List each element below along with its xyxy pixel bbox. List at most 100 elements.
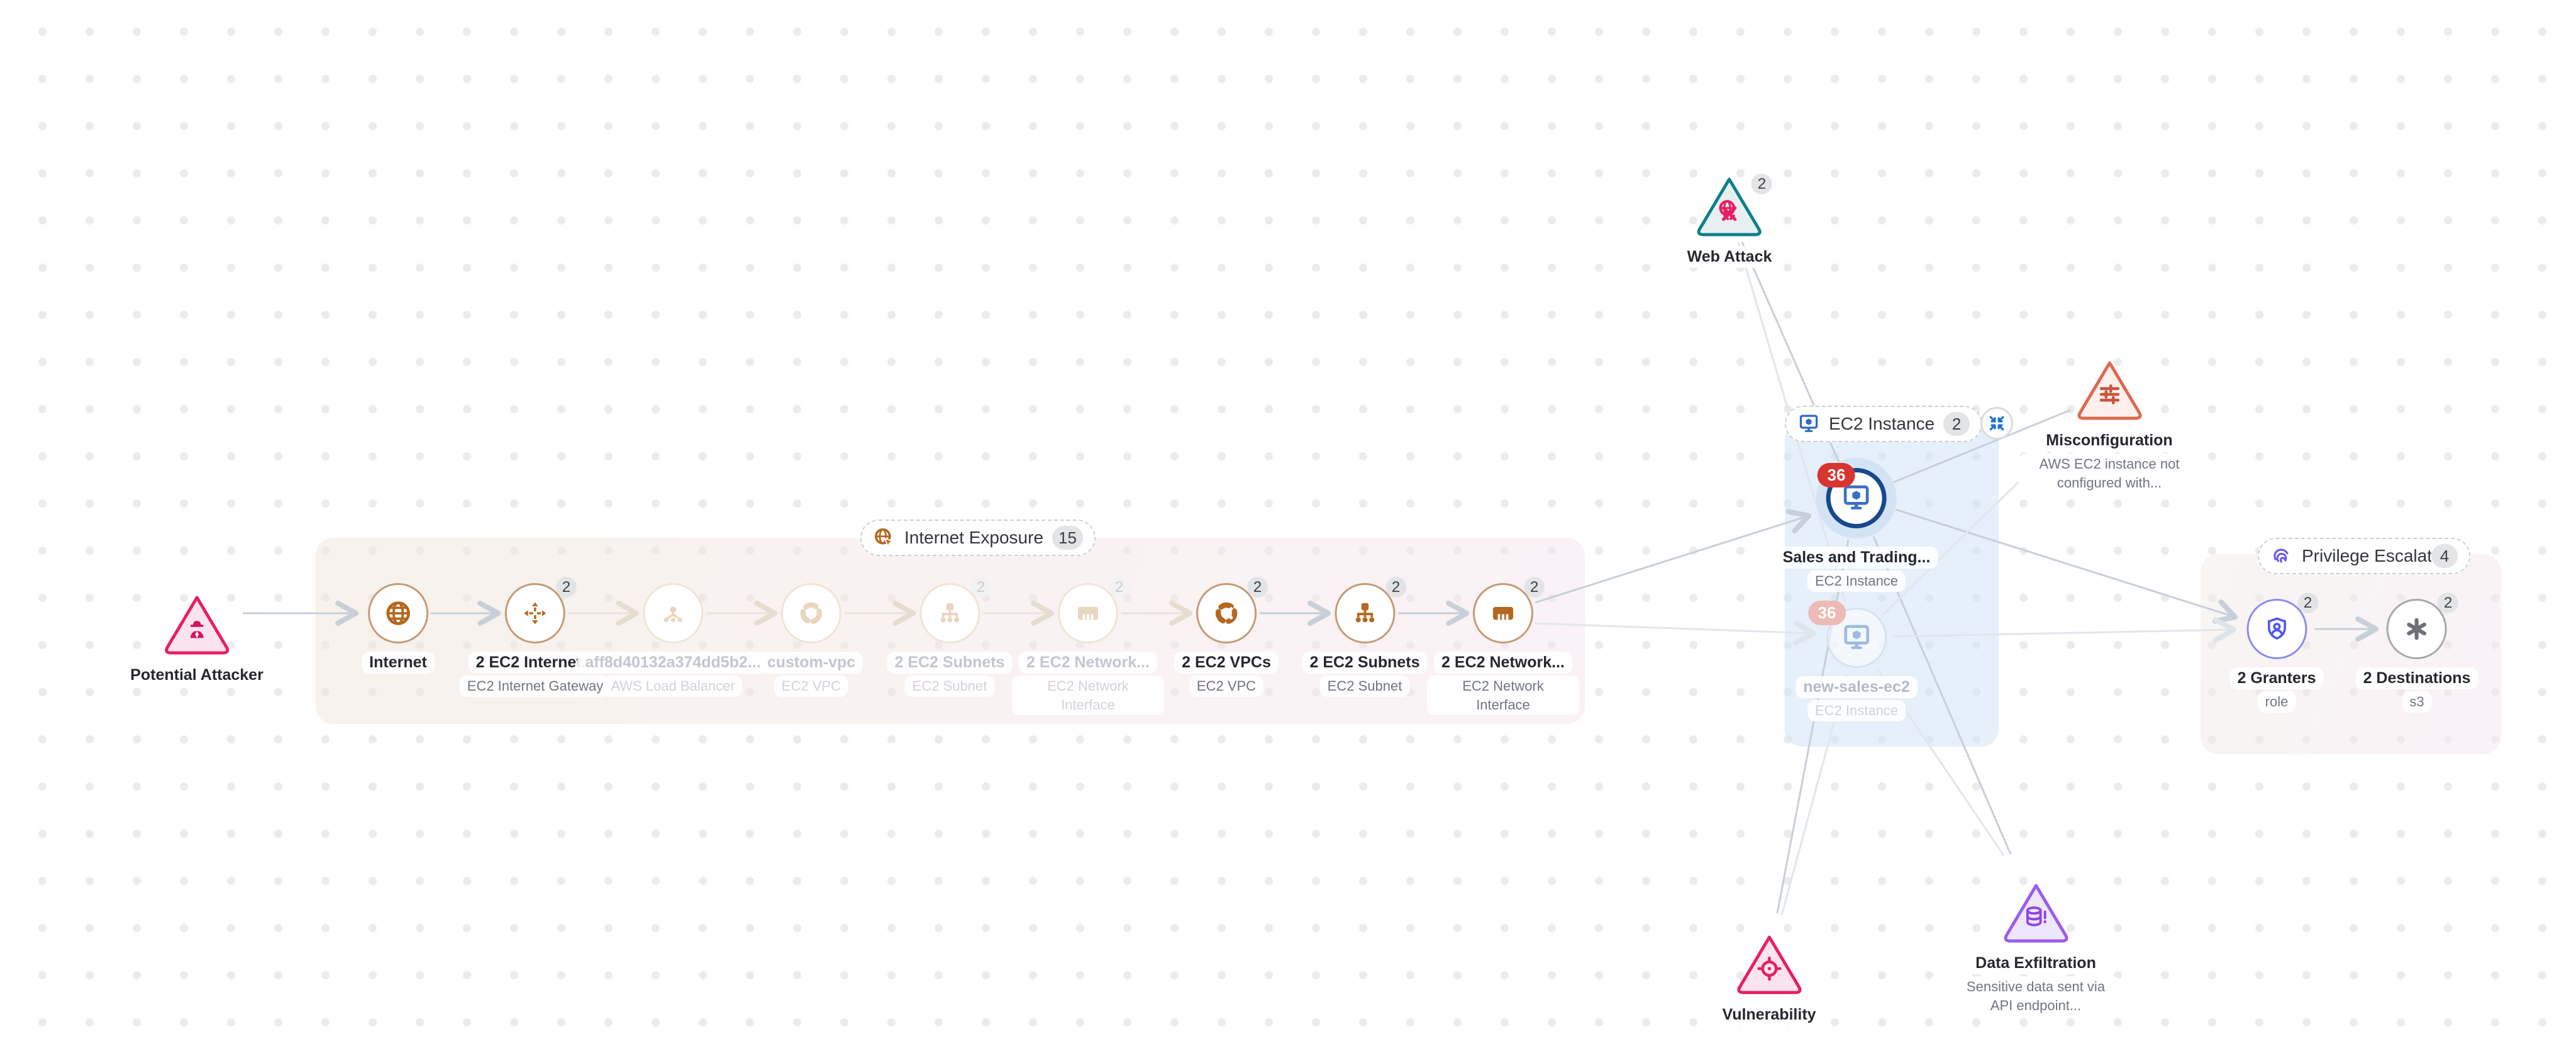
node-subtitle: EC2 Instance	[1807, 570, 1906, 592]
target-icon	[1757, 956, 1782, 981]
node-granters[interactable]: 2 2 Granters role	[2229, 593, 2324, 713]
network-interface-icon	[1492, 607, 1514, 620]
node-count-badge: 2	[1247, 577, 1268, 598]
node-title: 2 EC2 Subnets	[1302, 652, 1428, 674]
node-subtitle: role	[2257, 691, 2296, 713]
edge-eni-newsales	[1535, 620, 1817, 646]
spy-icon	[190, 620, 204, 638]
ec2-instance-group-pill[interactable]: EC2 Instance 2	[1785, 406, 1983, 442]
subnet-icon	[940, 603, 959, 623]
node-title: 2 EC2 VPCs	[1174, 652, 1279, 674]
node-title: 2 Granters	[2229, 667, 2324, 689]
node-subtitle: EC2 Subnet	[904, 676, 995, 697]
internet-gateway-icon	[524, 602, 547, 625]
node-network-interfaces-dim[interactable]: 2 2 EC2 Network... EC2 Network Interface	[1012, 577, 1164, 716]
node-count-badge: 2	[1751, 174, 1772, 194]
node-misconfiguration[interactable]: Misconfiguration AWS EC2 instance not co…	[2018, 359, 2201, 494]
node-title: 2 EC2 Subnets	[887, 652, 1013, 674]
node-title: custom-vpc	[759, 652, 863, 674]
node-subtitle: EC2 VPC	[1189, 676, 1264, 697]
privilege-escalation-group-panel	[2201, 554, 2501, 754]
node-subtitle: EC2 VPC	[774, 676, 849, 697]
node-title: Internet	[362, 652, 435, 674]
node-web-attack[interactable]: 2 Web Attack	[1679, 174, 1780, 268]
edge-sales-misconfig	[1892, 409, 2071, 484]
node-count-badge: 2	[2438, 593, 2458, 613]
node-data-exfiltration[interactable]: Data Exfiltration Sensitive data sent vi…	[1951, 881, 2121, 1016]
fingerprint-icon	[2270, 545, 2293, 567]
node-count-badge: 2	[2297, 593, 2318, 613]
node-subtitle: AWS Load Balancer	[603, 676, 743, 697]
vpc-icon	[800, 602, 823, 625]
edge-newsales-dataexfil	[1876, 668, 2005, 856]
node-count-badge: 2	[1109, 577, 1130, 598]
collapse-group-button[interactable]	[1980, 407, 2013, 440]
node-subtitle: EC2 Network Interface	[1012, 676, 1164, 716]
node-count-badge: 2	[970, 577, 991, 598]
node-destinations[interactable]: 2 2 Destinations s3	[2355, 593, 2479, 713]
sliders-icon	[2099, 384, 2119, 404]
triangle-shape	[1736, 935, 1801, 994]
network-interface-icon	[1077, 607, 1099, 620]
node-custom-vpc[interactable]: custom-vpc EC2 VPC	[759, 583, 863, 697]
node-title: Web Attack	[1679, 246, 1780, 268]
node-title: Potential Attacker	[123, 664, 271, 686]
node-vpcs[interactable]: 2 2 EC2 VPCs EC2 VPC	[1174, 577, 1279, 697]
node-count-badge: 2	[1385, 577, 1406, 598]
group-pill-label: Privilege Escalation	[2302, 546, 2431, 565]
node-title: Data Exfiltration	[1968, 952, 2104, 974]
group-count-badge: 4	[2431, 544, 2458, 568]
node-count-badge: 2	[1524, 577, 1545, 598]
asterisk-icon	[2407, 618, 2427, 640]
node-title: aff8d40132a374dd5b2...	[577, 652, 769, 674]
web-attack-icon	[1719, 199, 1737, 221]
node-subnets[interactable]: 2 2 EC2 Subnets EC2 Subnet	[1302, 577, 1428, 697]
edge-sales-granters	[1895, 508, 2238, 624]
node-title: 2 EC2 Network...	[1019, 652, 1157, 674]
node-subtitle: EC2 Instance	[1807, 700, 1906, 721]
findings-count-badge: 36	[1807, 601, 1846, 625]
edge-sales-vulnerability	[1776, 539, 1850, 914]
node-subtitle: EC2 Internet Gateway	[459, 676, 611, 697]
findings-count-badge: 36	[1817, 463, 1855, 487]
ec2-instance-icon	[1797, 413, 1820, 435]
load-balancer-icon	[663, 606, 682, 623]
node-potential-attacker[interactable]: Potential Attacker	[123, 593, 271, 686]
node-subtitle: Sensitive data sent via API endpoint...	[1951, 976, 2121, 1016]
node-subtitle: AWS EC2 instance not configured with...	[2018, 453, 2201, 494]
node-internet[interactable]: Internet	[362, 583, 435, 674]
group-pill-label: EC2 Instance	[1829, 414, 1935, 433]
privilege-escalation-group-pill[interactable]: Privilege Escalation 4	[2258, 538, 2470, 574]
node-subnets-dim[interactable]: 2 2 EC2 Subnets EC2 Subnet	[887, 577, 1013, 697]
node-title: Sales and Trading...	[1775, 547, 1938, 569]
node-sales-and-trading-ec2[interactable]: 36 Sales and Trading... EC2 Instance	[1775, 458, 1938, 592]
node-new-sales-ec2[interactable]: 36 new-sales-ec2 EC2 Instance	[1796, 601, 1918, 721]
node-load-balancer[interactable]: aff8d40132a374dd5b2... AWS Load Balancer	[577, 583, 769, 697]
node-title: 2 EC2 Network...	[1434, 652, 1572, 674]
node-title: 2 Destinations	[2355, 667, 2479, 689]
node-vulnerability[interactable]: Vulnerability	[1714, 933, 1824, 1026]
node-title: Vulnerability	[1714, 1004, 1824, 1026]
database-alert-icon	[2026, 906, 2046, 926]
edge-eni-sales	[1535, 509, 1812, 604]
selection-halo: 36	[1816, 458, 1897, 538]
globe-icon	[386, 601, 410, 625]
group-pill-label: Internet Exposure	[904, 528, 1044, 547]
collapse-icon	[1989, 416, 2004, 431]
subnet-icon	[1355, 603, 1374, 623]
group-count-badge: 15	[1052, 526, 1083, 550]
node-subtitle: EC2 Network Interface	[1427, 676, 1579, 716]
internet-exposure-group-pill[interactable]: Internet Exposure 15	[860, 520, 1096, 556]
ec2-instance-icon	[1844, 485, 1869, 509]
group-count-badge: 2	[1943, 412, 1970, 436]
node-internet-gateways[interactable]: 2 2 EC2 Internet... EC2 Internet Gateway	[459, 577, 611, 697]
vpc-icon	[1215, 602, 1238, 625]
node-network-interfaces[interactable]: 2 2 EC2 Network... EC2 Network Interface	[1427, 577, 1579, 716]
node-subtitle: s3	[2402, 691, 2432, 713]
node-title: Misconfiguration	[2038, 430, 2180, 452]
shield-user-icon	[2267, 617, 2286, 640]
ec2-instance-icon	[1844, 625, 1869, 649]
node-subtitle: EC2 Subnet	[1319, 676, 1410, 697]
